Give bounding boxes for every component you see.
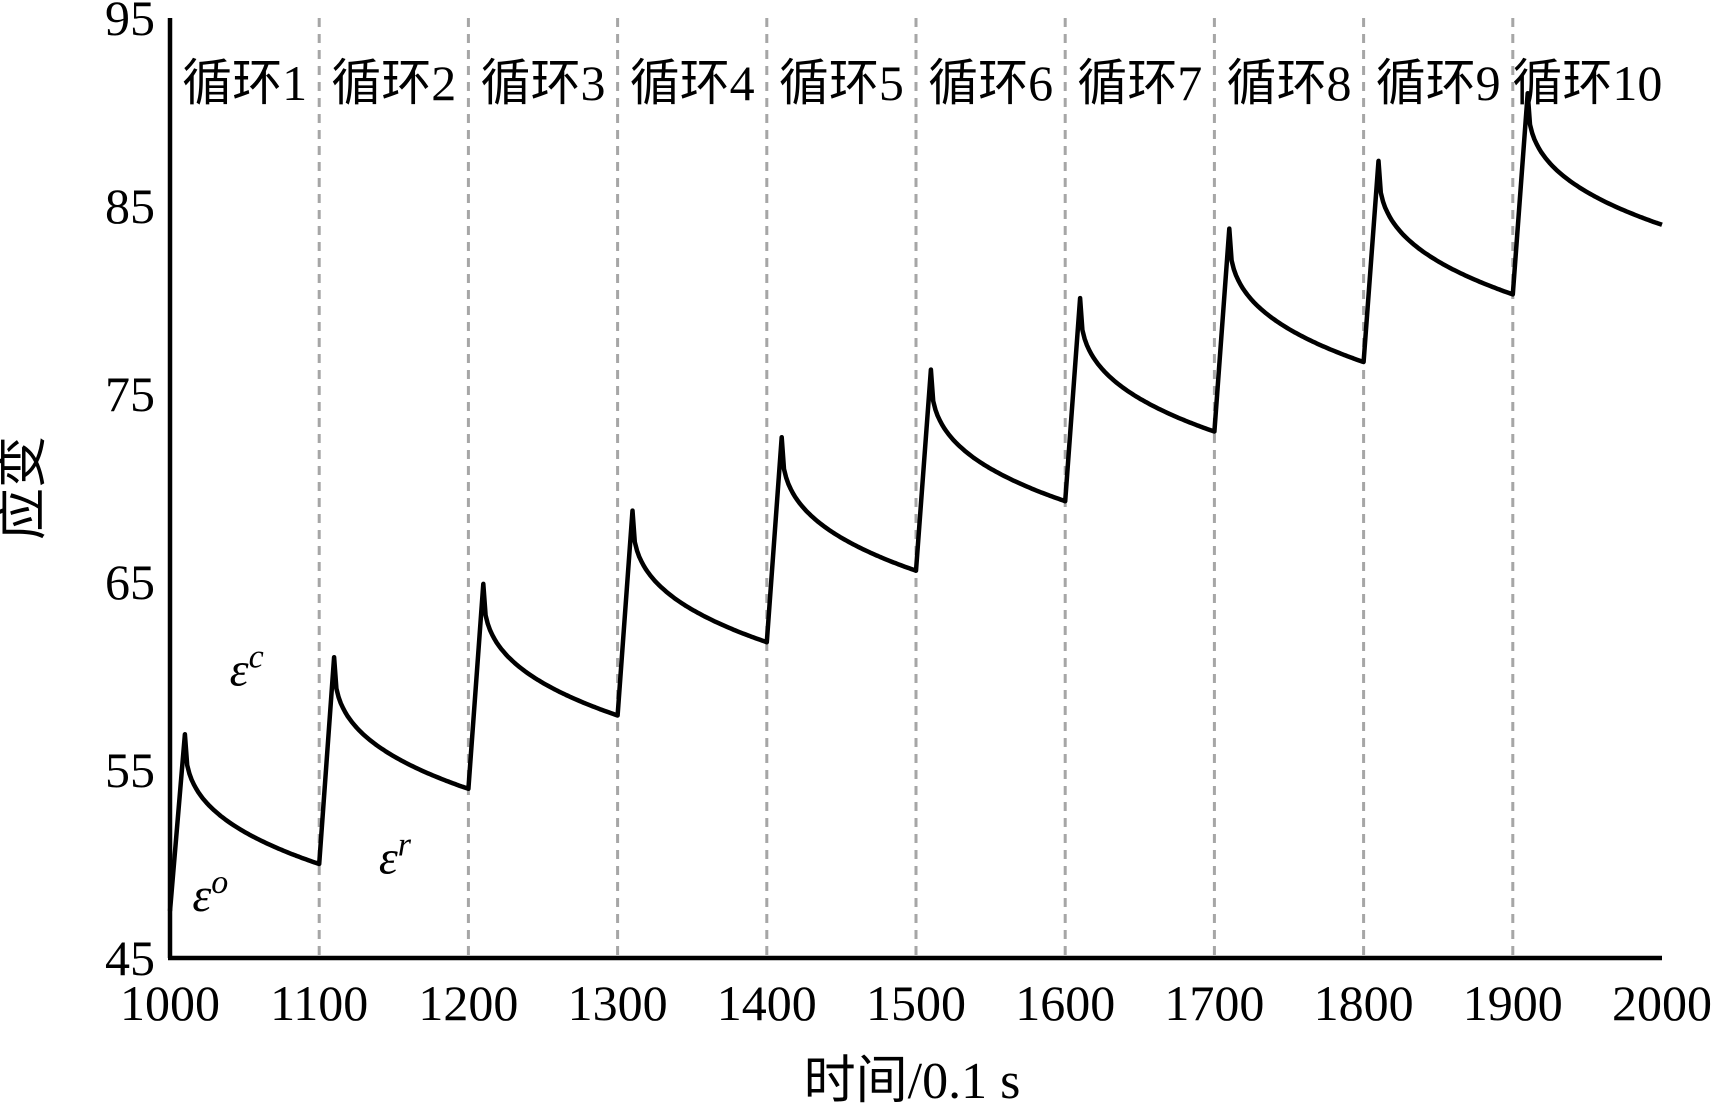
cycle-dividers — [317, 18, 1515, 958]
y-tick-label: 65 — [105, 554, 155, 610]
x-axis-title: 时间/0.1 s — [804, 1053, 1021, 1110]
y-tick-labels: 45 55 65 75 85 95 — [105, 0, 155, 986]
x-tick-label: 1600 — [1015, 975, 1115, 1031]
cycle-label: 循环4 — [630, 55, 755, 111]
annotations: εc εr εo — [192, 638, 411, 922]
x-tick-label: 1900 — [1463, 975, 1563, 1031]
cycle-label: 循环2 — [331, 55, 456, 111]
cycle-label: 循环1 — [182, 55, 307, 111]
cycle-label: 循环5 — [779, 55, 904, 111]
y-tick-label: 85 — [105, 178, 155, 234]
axes — [167, 18, 1662, 961]
strain-series-line — [167, 90, 1663, 912]
x-tick-label: 1400 — [717, 975, 817, 1031]
y-axis-title: 应变 — [0, 436, 52, 540]
cycle-label: 循环7 — [1077, 55, 1202, 111]
y-tick-label: 55 — [105, 742, 155, 798]
x-tick-label: 1200 — [418, 975, 518, 1031]
cycle-label: 循环8 — [1227, 55, 1352, 111]
y-tick-label: 45 — [105, 930, 155, 986]
cycle-label: 循环10 — [1512, 55, 1662, 111]
strain-annotation: εo — [192, 864, 228, 922]
x-tick-label: 1000 — [120, 975, 220, 1031]
cycle-labels: 循环1 循环2 循环3 循环4 循环5 循环6 循环7 循环8 循环9 循环10 — [182, 55, 1662, 111]
x-tick-label: 1500 — [866, 975, 966, 1031]
y-tick-label: 75 — [105, 366, 155, 422]
x-tick-label: 2000 — [1612, 975, 1712, 1031]
x-tick-labels: 1000 1100 1200 1300 1400 1500 1600 1700 1800 1900… — [120, 975, 1712, 1031]
cycle-label: 循环3 — [481, 55, 606, 111]
y-tick-label: 95 — [105, 0, 155, 46]
x-tick-label: 1300 — [568, 975, 668, 1031]
cycle-label: 循环9 — [1376, 55, 1501, 111]
x-tick-label: 1800 — [1314, 975, 1414, 1031]
x-tick-label: 1100 — [270, 975, 368, 1031]
strain-annotation: εr — [379, 826, 412, 884]
x-tick-label: 1700 — [1164, 975, 1264, 1031]
cycle-label: 循环6 — [928, 55, 1053, 111]
strain-annotation: εc — [230, 638, 264, 696]
